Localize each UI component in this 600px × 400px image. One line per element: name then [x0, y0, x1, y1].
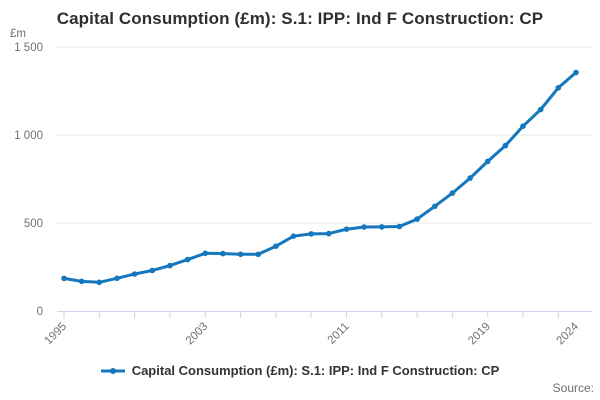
data-point-marker: [184, 256, 191, 263]
data-point-marker: [502, 142, 509, 149]
y-tick-label: 1 500: [14, 42, 43, 54]
data-point-marker: [414, 216, 420, 222]
series-line: [62, 71, 578, 284]
line-chart-plot: 0 500 1 000 1 500 1995 2003 2011 2019 2024: [14, 42, 592, 348]
data-point-marker: [114, 275, 120, 282]
y-axis-unit-label: £m: [10, 28, 26, 40]
data-point-marker: [308, 231, 315, 237]
data-point-marker: [273, 243, 279, 249]
data-point-marker: [255, 251, 261, 258]
source-label: Source:: [552, 381, 594, 395]
data-point-marker: [537, 106, 544, 113]
data-point-marker: [202, 250, 208, 257]
x-tick-label: 2019: [466, 321, 493, 348]
data-point-marker: [467, 175, 473, 181]
chart-title: Capital Consumption (£m): S.1: IPP: Ind …: [56, 9, 544, 28]
data-point-marker: [220, 250, 226, 257]
legend-label: Capital Consumption (£m): S.1: IPP: Ind …: [131, 363, 500, 378]
legend-line-marker-icon: [100, 367, 125, 374]
data-point-marker: [555, 85, 562, 91]
data-point-marker: [131, 271, 138, 277]
data-point-marker: [361, 224, 367, 230]
x-tick-label: 2003: [184, 321, 211, 348]
data-point-marker: [149, 267, 156, 274]
legend-item[interactable]: Capital Consumption (£m): S.1: IPP: Ind …: [0, 363, 600, 378]
data-point-marker: [379, 224, 385, 230]
data-point-marker: [484, 158, 491, 165]
data-point-marker: [290, 233, 297, 239]
data-point-marker: [61, 275, 67, 282]
data-point-marker: [167, 262, 173, 269]
x-tick-label: 1995: [43, 321, 70, 348]
x-tick-label: 2024: [555, 320, 582, 347]
data-point-marker: [432, 203, 438, 210]
data-point-marker: [326, 230, 332, 237]
y-tick-label: 500: [24, 218, 43, 230]
x-tick-label: 2011: [326, 321, 352, 347]
data-point-marker: [396, 223, 403, 230]
data-point-marker: [78, 278, 85, 285]
data-point-marker: [573, 69, 579, 76]
y-tick-label: 0: [37, 306, 43, 318]
y-tick-label: 1 000: [14, 130, 43, 142]
data-point-marker: [343, 226, 350, 232]
data-point-marker: [520, 123, 526, 129]
data-point-marker: [237, 251, 244, 258]
data-point-marker: [96, 279, 103, 286]
data-point-marker: [449, 190, 456, 196]
